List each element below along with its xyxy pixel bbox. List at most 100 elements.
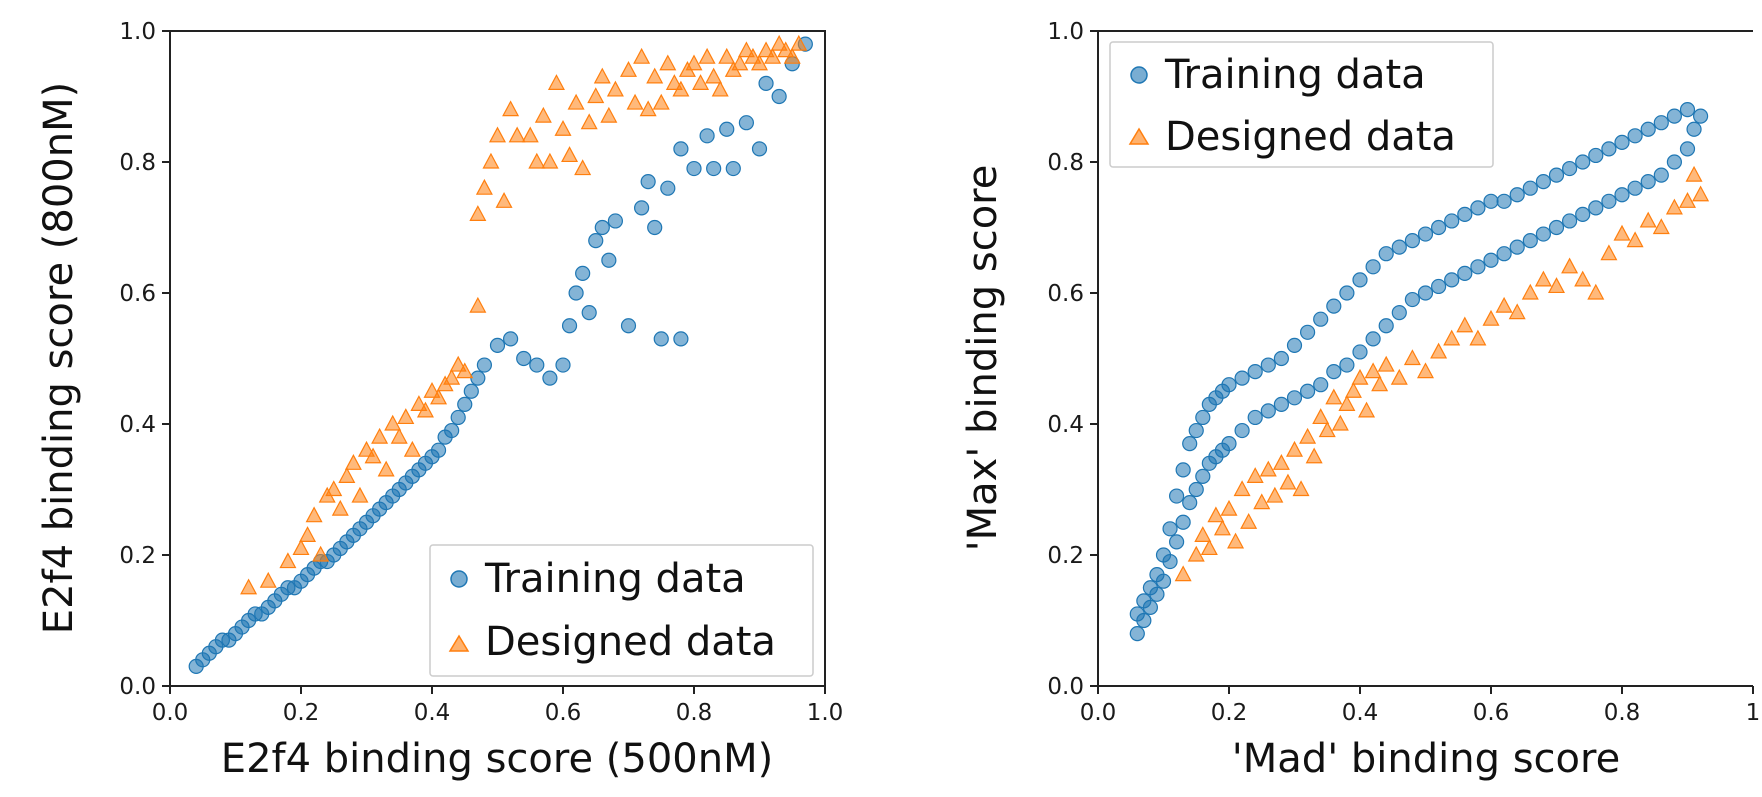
chart-left-training-point-65 (673, 331, 689, 347)
chart-left-designed-point-52 (626, 93, 644, 110)
chart-right-training-point-84 (1588, 147, 1604, 164)
chart-right-training-point-53 (1378, 318, 1394, 334)
chart-left-designed-point-73 (764, 47, 782, 64)
chart-left-designed-point-37 (521, 126, 539, 143)
chart-right-training-point-70 (1496, 193, 1512, 209)
chart-left-designed-point-69 (737, 41, 755, 58)
chart-right-training-point-97 (1666, 154, 1683, 170)
chart-right-designed-point-46 (1587, 283, 1605, 300)
chart-right-training-point-63 (1444, 272, 1460, 288)
chart-right-designed-point-53 (1678, 192, 1697, 208)
chart-left-designed-point-21 (410, 395, 428, 411)
chart-left-designed-point-63 (698, 47, 716, 64)
chart-right-training-point-81 (1561, 213, 1578, 229)
chart-right-training-point-48 (1352, 272, 1368, 288)
chart-right-designed-point-52 (1665, 198, 1683, 215)
chart-right-training-point-18 (1188, 422, 1204, 439)
chart-left-designed-point-8 (325, 480, 343, 497)
chart-right-x-tick-label-4: 0.8 (1604, 700, 1641, 726)
chart-left-training-point-41 (457, 396, 473, 412)
chart-right-training-point-85 (1588, 200, 1604, 216)
chart-right-designed-point-28 (1364, 362, 1382, 379)
chart-right-training-point-72 (1509, 187, 1525, 203)
chart-right-training-point-67 (1470, 259, 1486, 275)
chart-left-designed-point-40 (541, 152, 559, 169)
chart-right-training-point-17 (1182, 495, 1198, 511)
chart-left-designed-point-74 (770, 34, 788, 51)
chart-left-x-tick-label-5: 1.0 (807, 700, 844, 726)
chart-left-training-point-53 (575, 265, 591, 281)
chart-right-y-tick-label-5: 1.0 (1047, 19, 1084, 45)
chart-right-training-point-58 (1417, 226, 1434, 242)
chart-left-legend-designed-marker (448, 634, 470, 652)
chart-right-training-point-86 (1601, 141, 1617, 157)
chart-right-x-tick-label-2: 0.4 (1342, 700, 1379, 726)
chart-right-designed-point-8 (1233, 480, 1251, 497)
chart-right-training-point-55 (1391, 305, 1407, 321)
chart-right-training-point-91 (1627, 180, 1643, 196)
chart-right-training-point-52 (1378, 246, 1394, 262)
chart-right-designed-point-51 (1652, 218, 1670, 235)
chart-right-designed-point-32 (1403, 349, 1421, 366)
chart-right-designed-point-15 (1279, 473, 1297, 490)
chart-left-designed-point-24 (430, 388, 448, 405)
chart-right-training-point-0 (1129, 625, 1145, 642)
chart-right-training-point-11 (1162, 553, 1178, 570)
chart-left-designed-point-32 (482, 152, 500, 169)
chart-right-training-point-101 (1686, 121, 1702, 137)
chart-left-training-point-44 (476, 357, 492, 373)
chart-right-training-point-77 (1535, 226, 1552, 242)
chart-left-designed-point-4 (299, 526, 317, 542)
chart-left-training-point-60 (633, 200, 650, 216)
chart-left-training-point-73 (751, 141, 768, 157)
chart-right-training-point-29 (1221, 436, 1237, 452)
chart-left-designed-point-41 (547, 74, 565, 91)
chart-right-training-point-12 (1168, 488, 1185, 504)
chart-left-designed-point-68 (731, 54, 749, 71)
chart-right-designed-point-3 (1200, 539, 1218, 556)
chart-left-designed-point-12 (351, 486, 369, 503)
chart-left-designed-point-10 (338, 467, 356, 483)
chart-left-training-point-63 (653, 331, 669, 347)
chart-left-training-point-75 (771, 88, 787, 105)
chart-right-training-point-40 (1299, 324, 1316, 340)
chart-right-legend-designed-label: Designed data (1165, 114, 1456, 160)
chart-right-training-point-57 (1404, 291, 1421, 308)
chart-right-training-point-89 (1614, 187, 1630, 203)
chart-left-designed-point-11 (344, 454, 362, 470)
chart-left-designed-point-13 (357, 440, 376, 457)
chart-left-y-tick-label-0: 0.0 (119, 674, 156, 700)
chart-left-designed-point-49 (600, 106, 618, 123)
chart-left-designed-point-72 (757, 41, 775, 58)
chart-right-designed-point-2 (1194, 526, 1212, 542)
chart-left-designed-point-30 (469, 205, 487, 221)
chart-left-marks (188, 34, 813, 674)
chart-right-designed-point-10 (1246, 467, 1264, 483)
chart-left-training-point-59 (620, 318, 637, 334)
chart-left-training-point-71 (725, 160, 741, 177)
chart-left-designed-point-55 (646, 67, 664, 84)
chart-right-designed-point-26 (1351, 368, 1369, 385)
chart-right-designed-point-50 (1639, 211, 1657, 228)
chart-right-training-point-46 (1339, 285, 1355, 301)
chart-left-x-axis-title: E2f4 binding score (500nM) (221, 736, 773, 782)
chart-right-training-point-69 (1483, 252, 1499, 268)
chart-right-designed-point-36 (1456, 316, 1474, 333)
chart-right-designed-point-41 (1521, 283, 1539, 300)
chart-right-y-tick-label-4: 0.8 (1047, 150, 1084, 176)
chart-right-designed-point-54 (1692, 185, 1710, 202)
chart-left-training-point-37 (430, 442, 447, 458)
chart-right-ticks: 0.0 0.2 0.4 0.6 0.8 1 0.0 0.2 0.4 0.6 0.8 1.0 (1047, 19, 1760, 726)
chart-left-ticks: 0.0 0.2 0.4 0.6 0.8 1.0 0.0 0.2 0.4 0.6 0.8 1.0 (119, 19, 843, 726)
chart-right-designed-point-7 (1227, 532, 1245, 549)
chart-left-designed-point-47 (587, 87, 605, 104)
chart-right-training-point-66 (1470, 200, 1486, 216)
chart-left-training-point-46 (503, 331, 519, 347)
chart-right-training-point-73 (1509, 239, 1525, 255)
chart-left-training-point-55 (588, 233, 604, 249)
chart-right-designed-point-23 (1331, 414, 1349, 431)
chart-right-training-point-37 (1273, 396, 1290, 412)
chart-right-designed-point-39 (1495, 296, 1513, 313)
chart-left-designed-point-46 (580, 113, 598, 130)
chart-left-training-point-42 (463, 383, 479, 399)
